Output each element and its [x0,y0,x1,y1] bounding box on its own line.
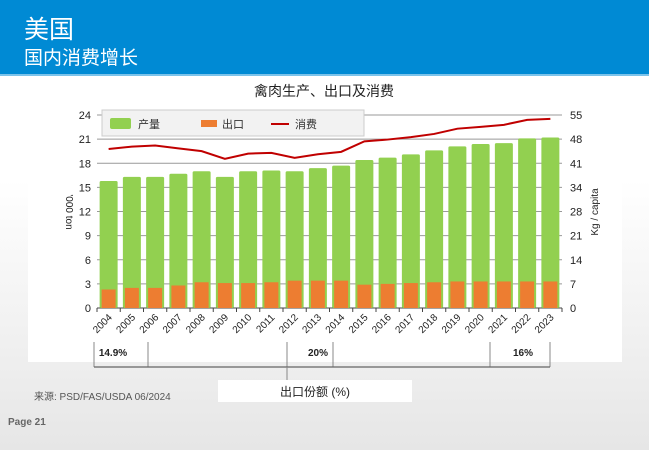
y-tick-label: 21 [79,134,91,146]
production-bar [448,146,467,308]
export-bar [496,281,511,308]
x-tick-label: 2006 [138,312,162,336]
y2-tick-label: 7 [570,279,576,291]
x-tick-label: 2019 [440,312,464,336]
export-bar [310,280,325,308]
x-tick-label: 2021 [486,312,510,336]
production-bar [518,138,537,308]
production-bar [215,176,234,308]
x-tick-label: 2015 [347,312,371,336]
y2-axis-label: Kg / capita [590,188,601,236]
production-bar [355,160,374,308]
chart-title: 禽肉生产、出口及消费 [254,83,394,100]
export-bar [124,287,139,308]
production-bar [494,143,513,308]
export-share-value: 16% [513,348,533,359]
y-tick-label: 12 [79,207,91,219]
x-tick-label: 2004 [91,312,115,336]
production-bar [308,168,327,308]
y-axis-label: '000 ton [63,194,74,229]
source-note: 来源: PSD/FAS/USDA 06/2024 [34,392,171,403]
export-bar [148,287,163,308]
export-share-value: 20% [308,348,328,359]
export-bar [427,282,442,308]
y2-tick-label: 55 [570,110,582,122]
production-bar [541,137,560,308]
x-tick-label: 2007 [161,312,185,336]
production-bar [99,180,118,308]
x-tick-label: 2014 [324,312,348,336]
production-bar [401,154,420,308]
production-bar [471,143,490,308]
legend-swatch-export [201,120,217,127]
export-bar [520,281,535,308]
y2-tick-label: 21 [570,231,582,243]
y-tick-label: 24 [79,110,91,122]
legend-label-consumption: 消费 [295,117,317,131]
export-bar [101,289,116,308]
x-tick-label: 2005 [114,312,138,336]
x-tick-label: 2013 [300,312,324,336]
export-bar [403,283,418,308]
y-tick-label: 3 [85,279,91,291]
x-tick-label: 2020 [463,312,487,336]
production-bar [169,173,188,308]
x-tick-label: 2017 [393,312,417,336]
slide-subtitle: 国内消费增长 [24,47,139,69]
x-tick-label: 2016 [370,312,394,336]
legend-label-export: 出口 [222,117,244,131]
consumption-line [108,117,551,160]
export-bar [287,280,302,308]
y-tick-label: 15 [79,182,91,194]
y2-tick-label: 14 [570,255,582,267]
y2-tick-label: 41 [570,158,582,170]
export-bar [171,285,186,308]
export-share-value: 14.9% [99,348,127,359]
production-bar [262,170,281,308]
export-bar [264,282,279,308]
y-tick-label: 0 [85,303,91,315]
y-tick-label: 9 [85,231,91,243]
x-tick-label: 2011 [255,312,278,335]
x-tick-label: 2009 [207,312,231,336]
export-bar [380,283,395,308]
production-bar [332,165,351,308]
export-share-label-box [218,380,412,402]
x-tick-label: 2012 [277,312,301,336]
y2-tick-label: 48 [570,134,582,146]
y2-tick-label: 28 [570,207,582,219]
production-bar [146,176,165,308]
export-bar [241,283,256,308]
export-bar [543,281,558,308]
legend-label-production: 产量 [138,117,160,131]
export-bar [194,282,209,308]
production-bar [425,150,444,308]
y2-tick-label: 34 [570,182,582,194]
production-bar [122,176,141,308]
x-tick-label: 2008 [184,312,208,336]
production-bar [192,171,211,308]
x-tick-label: 2023 [533,312,557,336]
export-bar [357,284,372,308]
production-bar [285,171,304,308]
slide-header: 美国 国内消费增长 [0,0,649,76]
y2-tick-label: 0 [570,303,576,315]
export-bar [473,281,488,308]
y-tick-label: 18 [79,158,91,170]
production-bar [378,157,397,308]
export-bar [450,281,465,308]
slide-title: 美国 [24,15,75,44]
export-bar [334,280,349,308]
legend-swatch-production [110,118,131,129]
x-tick-label: 2010 [231,312,255,336]
y-tick-label: 6 [85,255,91,267]
export-share-label: 出口份额 (%) [280,385,350,399]
legend-box [101,109,365,137]
production-bar [239,171,258,308]
page-number: Page 21 [8,417,46,428]
x-tick-label: 2018 [417,312,441,336]
x-tick-label: 2022 [510,312,534,336]
export-bar [217,283,232,308]
